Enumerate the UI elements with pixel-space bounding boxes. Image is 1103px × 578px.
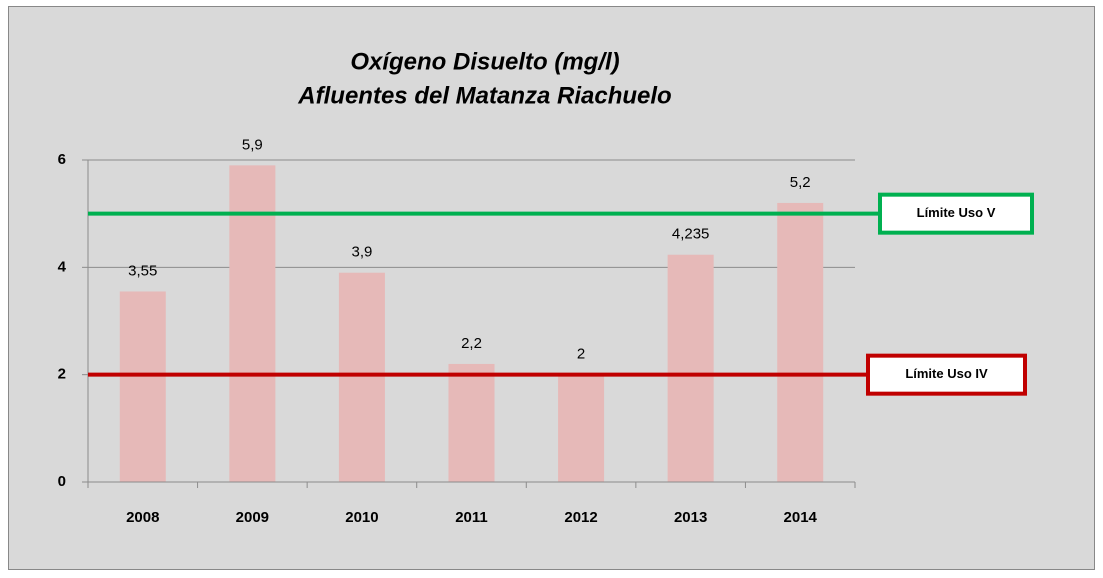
y-tick-label: 4 (58, 258, 67, 275)
reference-label-box (878, 192, 1034, 235)
bar (777, 202, 824, 482)
chart-title: Afluentes del Matanza Riachuelo (297, 82, 671, 109)
reference-label: Límite Uso V (917, 205, 996, 220)
x-tick-label: 2008 (126, 509, 159, 526)
bar (448, 363, 495, 482)
chart-title: Oxígeno Disuelto (mg/l) (350, 48, 619, 75)
x-tick-label: 2010 (345, 509, 378, 526)
reference-label: Límite Uso IV (905, 366, 988, 381)
y-tick-label: 0 (58, 473, 66, 490)
chart-frame (8, 6, 1095, 570)
x-tick-label: 2009 (236, 509, 269, 526)
value-label: 3,55 (128, 262, 157, 279)
reference-label-box (866, 353, 1027, 396)
x-tick-label: 2013 (674, 509, 707, 526)
y-tick-label: 6 (58, 151, 66, 168)
value-label: 4,235 (672, 226, 710, 243)
bar (229, 165, 276, 482)
bar (667, 254, 714, 482)
bar (338, 272, 385, 482)
value-label: 2,2 (461, 335, 482, 352)
bar (119, 291, 166, 482)
x-tick-label: 2012 (564, 509, 597, 526)
bar (558, 374, 605, 482)
value-label: 5,9 (242, 136, 263, 153)
value-label: 2 (577, 346, 585, 363)
x-tick-label: 2011 (455, 509, 488, 526)
value-label: 5,2 (790, 174, 811, 191)
y-tick-label: 2 (58, 366, 66, 383)
value-label: 3,9 (351, 244, 372, 261)
x-tick-label: 2014 (784, 509, 818, 526)
